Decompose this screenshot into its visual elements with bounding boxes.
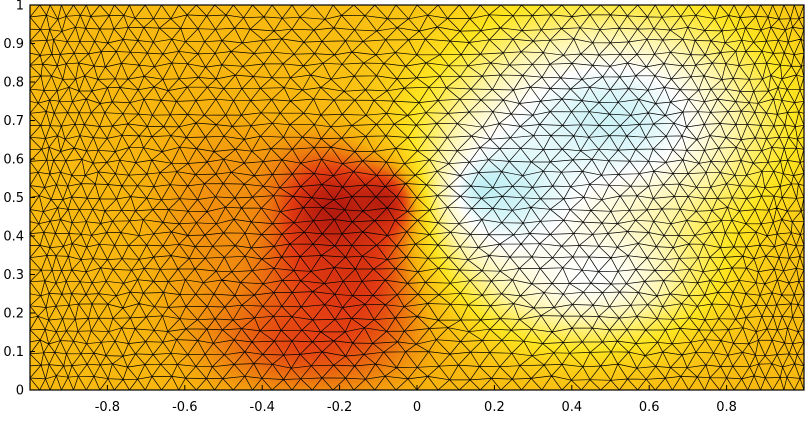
x-tick-label: -0.8 [95, 400, 120, 415]
y-tick-label: 0.3 [3, 268, 24, 283]
y-tick-label: 0.2 [3, 307, 24, 322]
x-tick-label: -0.4 [250, 400, 275, 415]
x-tick-label: -0.2 [327, 400, 352, 415]
y-axis: 0 0.1 0.2 0.3 0.4 0.5 0.6 0.7 0.8 0.9 1 [3, 0, 35, 399]
y-tick-label: 0.6 [3, 153, 24, 168]
y-tick-label: 0.7 [3, 114, 24, 129]
y-tick-label: 0.8 [3, 76, 24, 91]
x-tick-label: 0.8 [716, 400, 737, 415]
triangle-mesh [30, 5, 804, 390]
y-tick-label: 0 [16, 384, 24, 399]
x-tick-label: 0.2 [484, 400, 505, 415]
y-tick-label: 0.9 [3, 37, 24, 52]
x-tick-label: -0.6 [172, 400, 197, 415]
mesh-edges [30, 5, 804, 390]
x-tick-label: 0.4 [561, 400, 582, 415]
y-tick-label: 1 [16, 0, 24, 14]
x-axis: -0.8 -0.6 -0.4 -0.2 0 0.2 0.4 0.6 0.8 [95, 385, 737, 415]
x-tick-label: 0 [413, 400, 421, 415]
y-tick-label: 0.4 [3, 230, 24, 245]
y-tick-label: 0.5 [3, 191, 24, 206]
y-tick-label: 0.1 [3, 345, 24, 360]
x-tick-label: 0.6 [639, 400, 660, 415]
